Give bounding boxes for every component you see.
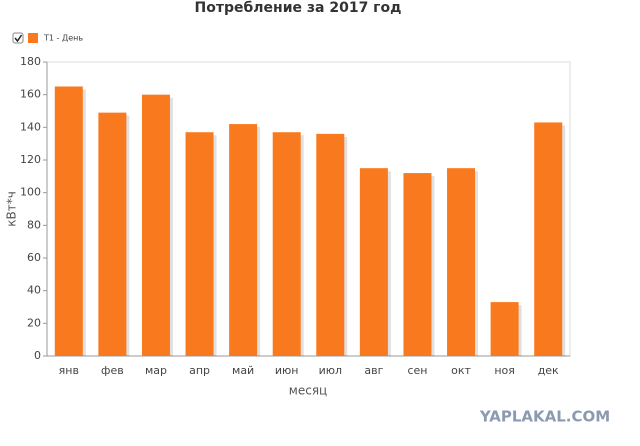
x-tick-label: фев [101, 364, 124, 377]
x-axis-title: месяц [289, 384, 327, 398]
bar [141, 94, 170, 357]
legend-label[interactable]: T1 - День [43, 34, 83, 43]
bar [447, 168, 476, 356]
legend-swatch [28, 33, 38, 43]
bar [185, 132, 214, 356]
bar [272, 132, 301, 356]
x-tick-label: апр [189, 364, 210, 377]
y-axis-title: кВт*ч [5, 191, 19, 227]
y-tick-label: 20 [27, 316, 41, 329]
x-tick-label: авг [364, 364, 383, 377]
bar [98, 112, 127, 356]
y-tick-label: 60 [27, 251, 41, 264]
bar [359, 168, 388, 356]
x-tick-label: ноя [494, 364, 515, 377]
x-tick-label: янв [59, 364, 79, 377]
x-tick-label: май [232, 364, 254, 377]
y-tick-label: 100 [20, 186, 41, 199]
x-tick-label: окт [451, 364, 471, 377]
bar [403, 173, 432, 356]
y-tick-label: 0 [34, 349, 41, 362]
x-tick-label: сен [407, 364, 427, 377]
y-tick-label: 120 [20, 153, 41, 166]
x-tick-label: мар [145, 364, 167, 377]
bar [229, 124, 258, 356]
chart-title: Потребление за 2017 год [195, 0, 402, 16]
bar [490, 302, 519, 356]
y-tick-label: 40 [27, 284, 41, 297]
x-tick-label: июн [275, 364, 299, 377]
checkmark [14, 34, 23, 43]
y-tick-label: 140 [20, 120, 41, 133]
bar [534, 122, 563, 356]
bar [316, 133, 345, 356]
bar [54, 86, 83, 356]
y-tick-label: 80 [27, 218, 41, 231]
y-tick-label: 180 [20, 55, 41, 68]
y-tick-label: 160 [20, 88, 41, 101]
x-tick-label: июл [319, 364, 342, 377]
x-tick-label: дек [538, 364, 559, 377]
watermark: YAPLAKAL.COM [479, 408, 610, 426]
